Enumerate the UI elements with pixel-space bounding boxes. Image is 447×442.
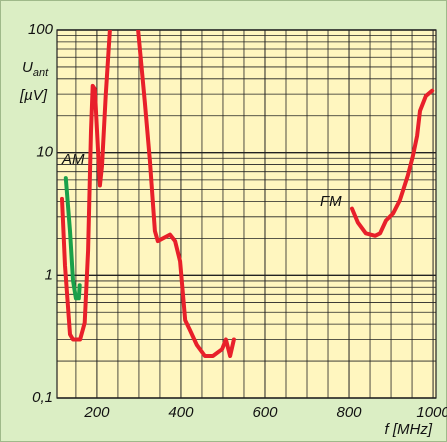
y-tick-label: 100 <box>28 21 54 38</box>
y-axis-label: Uant <box>22 59 49 79</box>
x-axis-label: f [MHz] <box>385 421 433 438</box>
series-line <box>60 30 112 342</box>
y-tick-label: 1 <box>45 266 53 283</box>
y-tick-label: 0,1 <box>32 389 53 406</box>
x-tick-label: 200 <box>83 404 110 421</box>
series-line <box>63 176 82 301</box>
x-tick-label: 400 <box>168 404 194 421</box>
plot-area <box>57 30 436 398</box>
x-tick-label: 600 <box>252 404 278 421</box>
x-tick-label: 1000 <box>416 404 447 421</box>
annotation: AM <box>61 151 85 168</box>
series-line <box>350 88 435 238</box>
x-tick-label: 800 <box>337 404 363 421</box>
series-line <box>136 30 236 358</box>
y-axis-unit: [µV] <box>19 87 48 104</box>
plot-border <box>56 29 437 399</box>
y-tick-label: 10 <box>36 144 53 161</box>
